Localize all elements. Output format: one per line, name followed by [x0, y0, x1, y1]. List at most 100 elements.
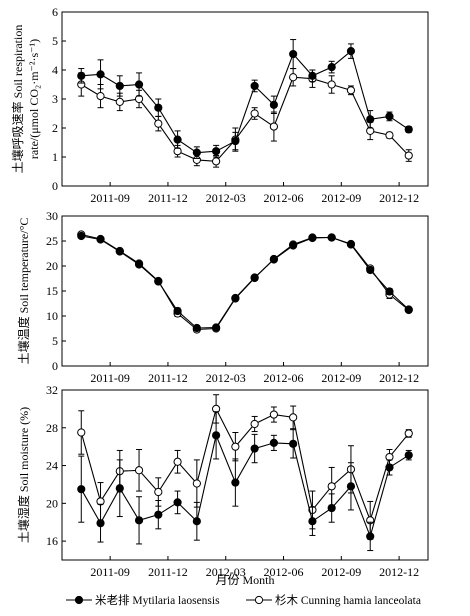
data-point: [134, 80, 144, 89]
series-mytilaria: [77, 411, 413, 552]
x-tick-label: 2012-12: [379, 565, 419, 579]
data-point: [115, 97, 124, 107]
x-tick-label: 2011-09: [90, 371, 130, 385]
data-point: [192, 517, 201, 526]
x-tick-label: 2012-06: [264, 371, 304, 385]
y-tick-label: 20: [46, 496, 58, 510]
data-point: [289, 73, 298, 82]
series-line: [80, 433, 410, 539]
data-point: [115, 484, 124, 493]
series-line: [81, 50, 410, 154]
data-point: [327, 233, 336, 242]
y-tick-label: 2: [52, 121, 58, 135]
data-point: [134, 260, 144, 269]
series-line: [80, 76, 410, 162]
x-tick-label: 2011-09: [90, 565, 130, 579]
data-point: [231, 478, 240, 487]
panel-1: 0 1 2 3 4 5 6 2011-09 2011-12 2012-03 2012-06 2012-…: [10, 5, 429, 205]
data-point: [366, 115, 375, 124]
y-tick-label: 15: [46, 284, 58, 298]
x-tick-label: 2011-09: [90, 191, 130, 205]
data-point: [346, 482, 356, 491]
panel-2: 0 5 10 15 20 25 30 2011-09 2011-12 2012-03 2012-06…: [16, 209, 429, 385]
data-point: [250, 273, 259, 282]
series-mytilaria: [77, 231, 413, 333]
legend: 米老排 Mytilaria laosensis 杉木 Cunning hamia …: [66, 593, 421, 607]
data-point: [250, 81, 259, 91]
data-point: [192, 148, 201, 157]
y-tick-label: 28: [46, 421, 58, 435]
data-point: [77, 71, 86, 80]
legend-label: 米老排 Mytilaria laosensis: [95, 593, 220, 607]
data-point: [327, 503, 336, 513]
data-point: [212, 147, 221, 156]
data-point: [327, 63, 336, 72]
data-point: [404, 305, 413, 314]
data-point: [77, 485, 86, 494]
panel-3: 16 20 24 28 32 2011-09 2011-12 2012-03 2012-06 20…: [16, 383, 429, 579]
data-point: [96, 519, 105, 528]
x-tick-label: 2012-06: [264, 191, 304, 205]
x-tick-label: 2012-09: [321, 191, 361, 205]
x-axis-label: 月份 Month: [215, 573, 274, 587]
data-point: [154, 103, 163, 112]
y-tick-label: 20: [46, 259, 58, 273]
y-axis-label-units: rate/(μmol CO₂·m⁻²·s⁻¹): [27, 39, 41, 159]
x-tick-label: 2012-12: [379, 371, 419, 385]
x-tick-label: 2012-09: [321, 565, 361, 579]
series-mytilaria: [77, 39, 413, 159]
data-point: [154, 277, 163, 286]
series-cunninghamia: [77, 394, 413, 540]
data-point: [366, 265, 375, 275]
y-tick-label: 32: [46, 383, 58, 397]
series-cunninghamia: [77, 68, 413, 168]
data-point: [269, 255, 278, 264]
legend-marker-open: [254, 595, 264, 605]
data-point: [404, 125, 413, 134]
legend-label: 杉木 Cunning hamia lanceolata: [275, 593, 421, 607]
series-line: [81, 233, 410, 331]
data-point: [289, 49, 298, 59]
data-point: [269, 438, 278, 447]
y-tick-label: 6: [52, 5, 58, 19]
data-point: [385, 287, 394, 296]
data-point: [173, 457, 182, 466]
data-point: [96, 70, 105, 79]
data-point: [192, 479, 201, 488]
data-point: [154, 119, 163, 128]
data-point: [231, 136, 240, 146]
data-point: [308, 517, 317, 526]
y-axis-label: 土壤温度 Soil temperature/°C: [16, 218, 31, 365]
x-tick-label: 2012-12: [379, 191, 419, 205]
data-point: [289, 439, 298, 448]
data-point: [250, 444, 259, 453]
y-tick-label: 3: [52, 92, 58, 106]
data-point: [96, 92, 105, 101]
y-tick-label: 24: [46, 459, 58, 473]
data-point: [269, 410, 278, 419]
data-point: [269, 122, 278, 131]
data-point: [231, 293, 240, 303]
data-point: [385, 463, 394, 472]
x-tick-label: 2011-12: [148, 191, 188, 205]
data-point: [404, 429, 413, 438]
data-point: [366, 532, 375, 541]
y-tick-label: 16: [46, 534, 58, 548]
y-tick-label: 5: [52, 334, 58, 348]
data-point: [346, 240, 356, 249]
data-point: [212, 157, 221, 166]
data-point: [154, 510, 163, 519]
y-axis-label: 土壤湿度 Soil moisture (%): [16, 407, 31, 543]
y-tick-label: 0: [52, 359, 58, 373]
data-point: [173, 498, 182, 507]
data-point: [327, 80, 336, 89]
data-point: [192, 323, 201, 333]
data-point: [346, 47, 356, 56]
data-point: [385, 112, 394, 121]
x-tick-label: 2012-06: [264, 565, 304, 579]
data-point: [404, 151, 413, 160]
y-axis-label: 土壤呼吸速率 Soil respiration: [10, 25, 25, 174]
data-point: [96, 235, 105, 244]
data-point: [134, 466, 144, 475]
